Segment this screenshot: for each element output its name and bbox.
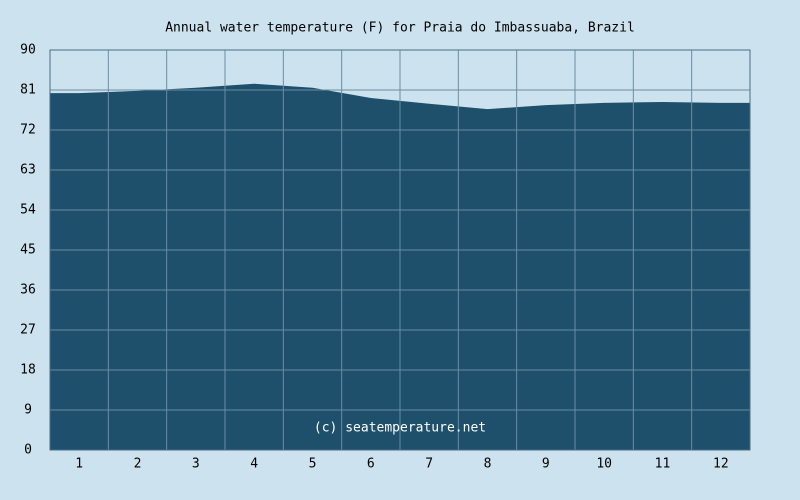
y-tick-label: 54 xyxy=(20,203,36,218)
y-tick-label: 81 xyxy=(20,83,36,98)
y-tick-label: 27 xyxy=(20,323,36,338)
x-tick-label: 9 xyxy=(542,457,550,472)
y-tick-label: 72 xyxy=(20,123,36,138)
y-tick-label: 18 xyxy=(20,363,36,378)
y-tick-label: 9 xyxy=(24,403,32,418)
y-tick-label: 36 xyxy=(20,283,36,298)
y-tick-label: 0 xyxy=(24,443,32,458)
x-tick-label: 2 xyxy=(134,457,142,472)
x-tick-label: 12 xyxy=(713,457,729,472)
x-tick-label: 7 xyxy=(425,457,433,472)
y-tick-label: 45 xyxy=(20,243,36,258)
annotation: (c) seatemperature.net xyxy=(314,421,486,436)
x-tick-label: 5 xyxy=(309,457,317,472)
x-tick-label: 10 xyxy=(596,457,612,472)
chart-title: Annual water temperature (F) for Praia d… xyxy=(165,21,635,36)
y-tick-label: 63 xyxy=(20,163,36,178)
x-tick-label: 8 xyxy=(484,457,492,472)
x-tick-label: 1 xyxy=(75,457,83,472)
plot-border xyxy=(49,49,751,451)
x-tick-label: 3 xyxy=(192,457,200,472)
x-tick-label: 11 xyxy=(655,457,671,472)
y-tick-label: 90 xyxy=(20,43,36,58)
x-tick-label: 6 xyxy=(367,457,375,472)
x-tick-label: 4 xyxy=(250,457,258,472)
